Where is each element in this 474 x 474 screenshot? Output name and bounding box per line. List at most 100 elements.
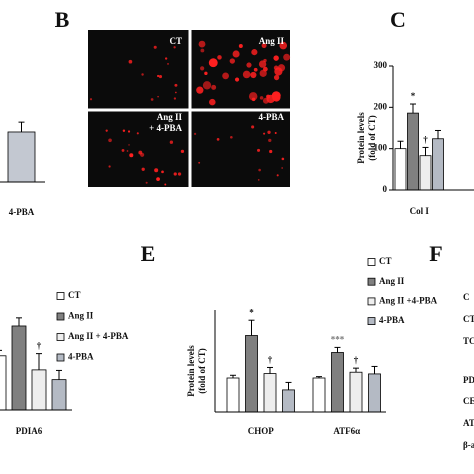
legend-label: CT: [68, 290, 81, 300]
cell: [136, 132, 139, 135]
significance-marker: †: [423, 134, 428, 144]
micrograph-label: CT: [169, 36, 182, 46]
cell: [251, 125, 255, 129]
cell: [194, 132, 197, 136]
significance-marker: *: [411, 91, 416, 101]
cell: [281, 157, 285, 161]
cell: [268, 138, 272, 143]
cell: [157, 95, 159, 98]
cell: [164, 57, 168, 60]
cell: [138, 150, 143, 155]
bar: [407, 112, 419, 191]
y-axis-label: (fold of CT): [197, 348, 207, 394]
cell: [127, 130, 131, 133]
cell: [261, 43, 267, 49]
cell: [269, 149, 273, 154]
cell: [204, 71, 208, 76]
cell: [158, 75, 163, 79]
cell: [105, 129, 108, 132]
cell: [257, 148, 261, 152]
y-tick-label: 0: [383, 184, 388, 194]
panel-letter: C: [390, 7, 406, 32]
legend-label: Ang II + 4-PBA: [68, 331, 129, 341]
bar: [245, 335, 258, 413]
cell: [108, 165, 111, 168]
significance-marker: ***: [331, 334, 345, 344]
cell: [174, 83, 178, 87]
cell: [283, 53, 291, 61]
legend-swatch: [56, 292, 65, 300]
cell: [267, 130, 271, 134]
micrograph-label: 4-PBA: [259, 112, 285, 122]
cell: [164, 183, 167, 186]
cell: [145, 181, 148, 184]
cell: [276, 174, 279, 177]
significance-marker: †: [354, 355, 359, 365]
panel-letter: B: [55, 7, 70, 32]
cell: [216, 138, 220, 141]
cell: [279, 41, 288, 50]
bar: [263, 373, 277, 413]
legend-label: Ang II: [379, 276, 405, 286]
cell: [156, 177, 160, 181]
y-tick-label: 200: [374, 101, 388, 111]
bar: [312, 377, 326, 413]
bar: [331, 352, 344, 413]
cell: [229, 58, 236, 64]
bar: [368, 373, 381, 413]
cell: [169, 140, 174, 144]
cell: [198, 161, 201, 164]
cell: [128, 59, 133, 64]
bar: [0, 355, 7, 411]
cell: [177, 172, 182, 176]
cell: [230, 135, 233, 139]
cell: [232, 50, 240, 58]
cell: [263, 132, 266, 135]
cell: [129, 153, 134, 158]
cell: [209, 98, 216, 106]
panel-letter: F: [429, 241, 442, 266]
cell: [274, 131, 277, 134]
cell: [128, 144, 130, 146]
legend-label: Ang II: [68, 311, 94, 321]
row-label: CT: [463, 314, 474, 324]
cell: [108, 138, 112, 143]
cell: [259, 69, 267, 77]
legend-swatch: [56, 312, 65, 321]
legend-swatch: [56, 333, 65, 341]
cell: [150, 98, 154, 101]
bar: [394, 148, 407, 191]
cell: [262, 66, 268, 72]
micrograph-label: Ang II: [157, 112, 183, 122]
cell: [246, 62, 252, 68]
cell: [167, 63, 169, 65]
x-tick-label: Col I: [410, 206, 430, 216]
row-label: C: [463, 292, 470, 302]
bar: [349, 371, 363, 413]
cell: [154, 168, 159, 173]
legend-swatch: [367, 258, 376, 266]
cell: [273, 65, 279, 71]
bar: [282, 389, 295, 413]
cell: [234, 77, 240, 82]
cell: [277, 64, 286, 72]
cell: [141, 73, 144, 76]
x-tick-label: PDIA6: [16, 426, 43, 436]
cell: [198, 40, 206, 48]
cell: [200, 48, 205, 53]
y-axis-label: (fold of CT): [367, 115, 377, 161]
legend-label: 4-PBA: [379, 315, 405, 325]
significance-marker: †: [37, 341, 42, 351]
cell: [281, 167, 284, 169]
cell: [257, 179, 260, 181]
y-tick-label: 100: [374, 143, 388, 153]
cell: [153, 45, 157, 49]
row-label: β-a: [463, 440, 474, 450]
cell: [126, 150, 129, 152]
cell: [273, 55, 279, 61]
bar: [11, 325, 27, 411]
x-tick-label: CHOP: [248, 426, 275, 436]
y-axis-label: Protein levels: [356, 112, 366, 164]
cell: [217, 55, 222, 60]
cell: [259, 96, 264, 100]
